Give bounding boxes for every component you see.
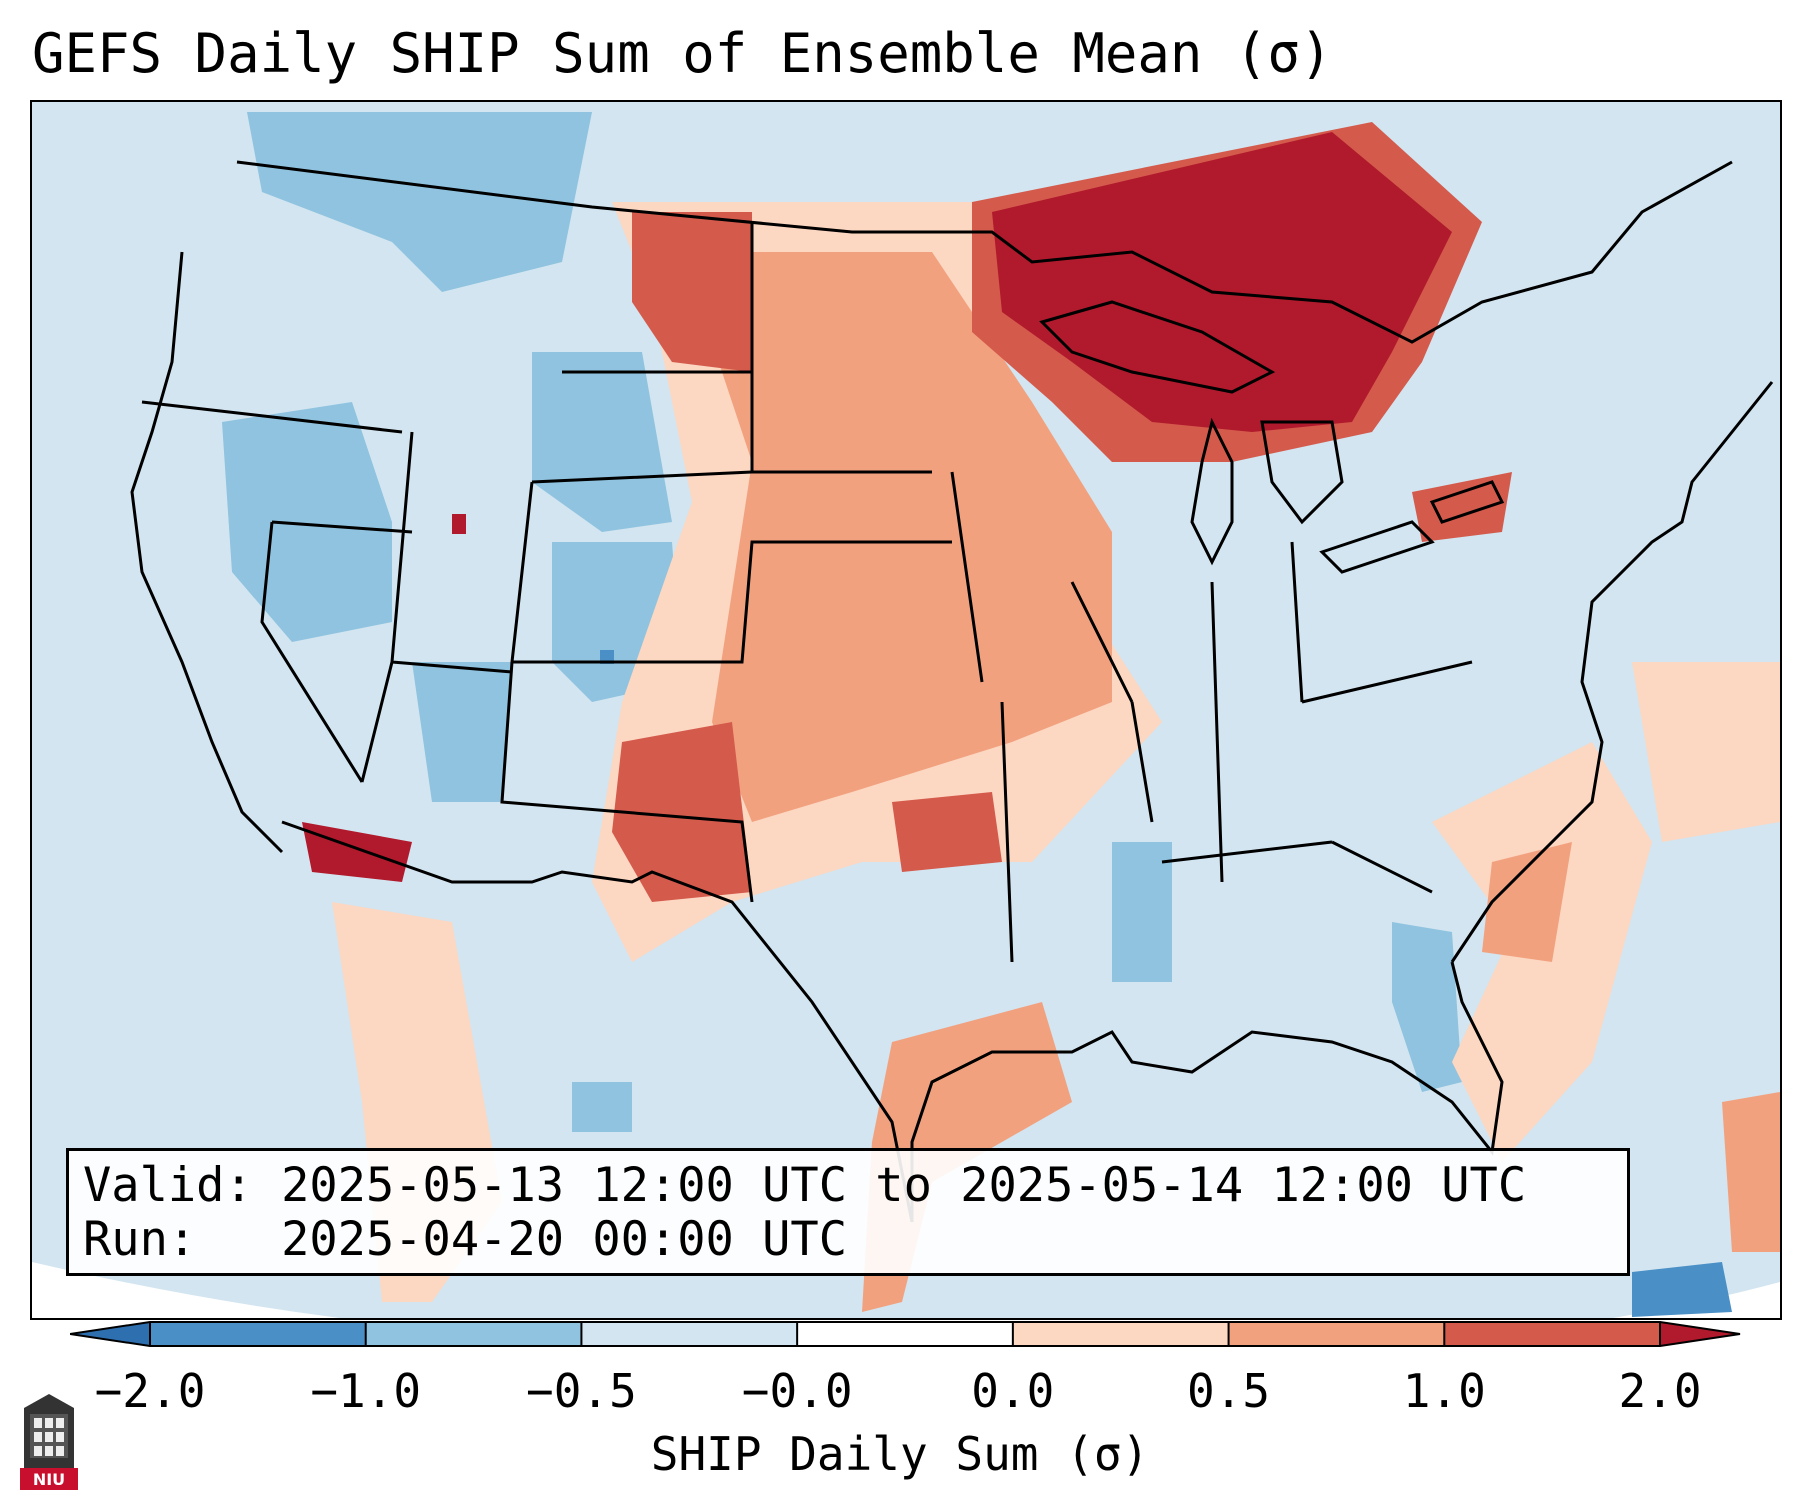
colorbar-tick-label: −0.5 xyxy=(526,1364,637,1418)
lake-superior xyxy=(1039,300,1276,394)
colorbar-tick-label: 2.0 xyxy=(1618,1364,1702,1418)
colorbar-tick-label: 1.0 xyxy=(1402,1364,1486,1418)
colorbar-axis-label: SHIP Daily Sum (σ) xyxy=(650,1427,1150,1481)
anomaly-positive-arizona-border xyxy=(302,822,412,882)
state-border-montana-dakota xyxy=(562,222,932,474)
projection-edge-right xyxy=(1613,1282,1780,1318)
anomaly-map xyxy=(32,112,1780,1318)
anomaly-positive-carolina xyxy=(1482,842,1572,962)
colorbar-extend-low xyxy=(70,1322,150,1346)
gulf-coast xyxy=(910,961,1504,1222)
colorbar xyxy=(70,1321,1741,1347)
state-border-central xyxy=(500,470,952,903)
colorbar-extend-high xyxy=(1660,1322,1740,1346)
east-coast xyxy=(1450,381,1774,963)
colorbar-tick-label: −0.0 xyxy=(741,1364,853,1418)
anomaly-positive-new-york xyxy=(1412,472,1512,542)
colorbar-bin xyxy=(150,1322,367,1346)
colorbar-bin xyxy=(797,1322,1014,1346)
lake-michigan xyxy=(1190,417,1234,566)
niu-logo-text: NIU xyxy=(33,1470,65,1489)
us-mexico-border xyxy=(281,820,914,1223)
colorbar-tick-label: −2.0 xyxy=(94,1364,206,1418)
valid-time-text: Valid: 2025-05-13 12:00 UTC to 2025-05-1… xyxy=(83,1158,1527,1213)
state-border-east xyxy=(950,471,1473,963)
anomaly-negative-arizona xyxy=(412,662,512,802)
map-panel xyxy=(30,100,1782,1320)
lake-huron xyxy=(1260,420,1344,525)
anomaly-positive-new-mexico xyxy=(612,722,752,902)
anomaly-positive-oklahoma xyxy=(892,792,1002,872)
colorbar-bin xyxy=(1228,1322,1445,1346)
anomaly-negative-caribbean xyxy=(1632,1262,1732,1317)
us-west-coast xyxy=(130,251,284,854)
anomaly-positive-caribbean-east xyxy=(1722,1092,1780,1252)
anomaly-positive-great-lakes-core xyxy=(992,132,1452,432)
lake-erie xyxy=(1319,520,1435,574)
anomaly-negative-mississippi xyxy=(1112,842,1172,982)
us-canada-border xyxy=(236,160,1733,344)
niu-logo-icon: NIU xyxy=(20,1394,78,1490)
colorbar-ticks xyxy=(149,1322,1661,1346)
colorbar-tick-label: 0.5 xyxy=(1187,1364,1271,1418)
projection-edge-left xyxy=(32,1262,340,1318)
run-time-text: Run: 2025-04-20 00:00 UTC xyxy=(83,1212,848,1267)
anomaly-positive-central xyxy=(672,252,1112,822)
colorbar-tick-label: −1.0 xyxy=(310,1364,422,1418)
colorbar-bin xyxy=(1012,1322,1230,1346)
colorbar-bin xyxy=(365,1322,582,1346)
colorbar-bin xyxy=(581,1322,798,1346)
anomaly-positive-atlantic xyxy=(1632,662,1780,842)
state-border-west xyxy=(141,400,513,783)
anomaly-negative-wyoming xyxy=(532,352,672,532)
anomaly-negative-texas xyxy=(572,1082,632,1132)
colorbar-tick-label: 0.0 xyxy=(971,1364,1055,1418)
anomaly-negative-florida xyxy=(1392,922,1462,1092)
map-title: GEFS Daily SHIP Sum of Ensemble Mean (σ) xyxy=(32,22,1333,85)
anomaly-positive-montana xyxy=(632,212,752,372)
colorbar-bins xyxy=(70,1321,1741,1347)
anomaly-negative-northwest xyxy=(247,112,592,292)
coastlines-and-borders xyxy=(130,160,1774,1223)
lake-ontario xyxy=(1429,480,1505,524)
colorbar-bin xyxy=(1444,1322,1661,1346)
valid-run-info-box: Valid: 2025-05-13 12:00 UTC to 2025-05-1… xyxy=(66,1148,1630,1276)
anomaly-negative-great-basin xyxy=(222,402,392,642)
anomaly-positive-point-utah xyxy=(452,514,466,534)
